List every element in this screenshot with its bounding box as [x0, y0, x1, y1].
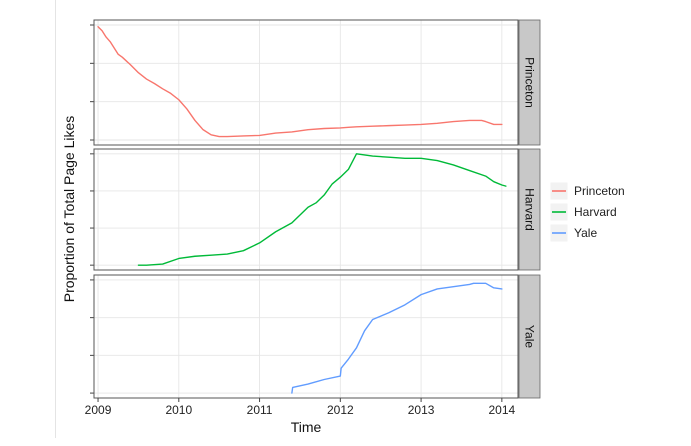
x-tick-label: 2014: [488, 403, 515, 417]
x-tick-label: 2009: [85, 403, 112, 417]
legend-item-harvard: Harvard: [549, 202, 617, 222]
panel-border: [93, 148, 519, 271]
x-tick-label: 2013: [408, 403, 435, 417]
legend-label: Princeton: [574, 184, 625, 198]
facet-panel-yale: Yale: [90, 274, 541, 399]
x-axis-title: Time: [291, 419, 322, 435]
facet-panel-princeton: Princeton: [90, 19, 541, 146]
series-line-harvard: [137, 153, 507, 266]
legend: Princeton Harvard Yale: [549, 181, 625, 243]
legend-label: Harvard: [574, 205, 617, 219]
series-line-yale: [291, 282, 503, 394]
facet-panel-harvard: Harvard: [90, 148, 541, 271]
legend-item-princeton: Princeton: [549, 181, 625, 201]
facet-strip: [518, 19, 541, 146]
y-axis-title: Proportion of Total Page Likes: [61, 116, 77, 303]
panel-border: [93, 19, 519, 146]
x-axis: 2009 2010 2011 2012 2013 2014: [85, 398, 516, 417]
x-tick-label: 2010: [165, 403, 192, 417]
facet-strip-label: Yale: [523, 325, 537, 348]
facet-strip-label: Princeton: [523, 57, 537, 108]
x-tick-label: 2012: [327, 403, 354, 417]
panel-background: [94, 275, 518, 398]
panel-background: [94, 20, 518, 145]
series-line-princeton: [97, 26, 503, 138]
facet-strip: [518, 274, 541, 399]
legend-label: Yale: [574, 226, 597, 240]
legend-item-yale: Yale: [549, 223, 597, 243]
x-tick-label: 2011: [247, 403, 273, 417]
facet-strip-label: Harvard: [523, 188, 537, 231]
facet-panels: Princeton Harvard Yale: [90, 19, 541, 399]
panel-border: [93, 274, 519, 399]
facet-strip: [518, 148, 541, 271]
